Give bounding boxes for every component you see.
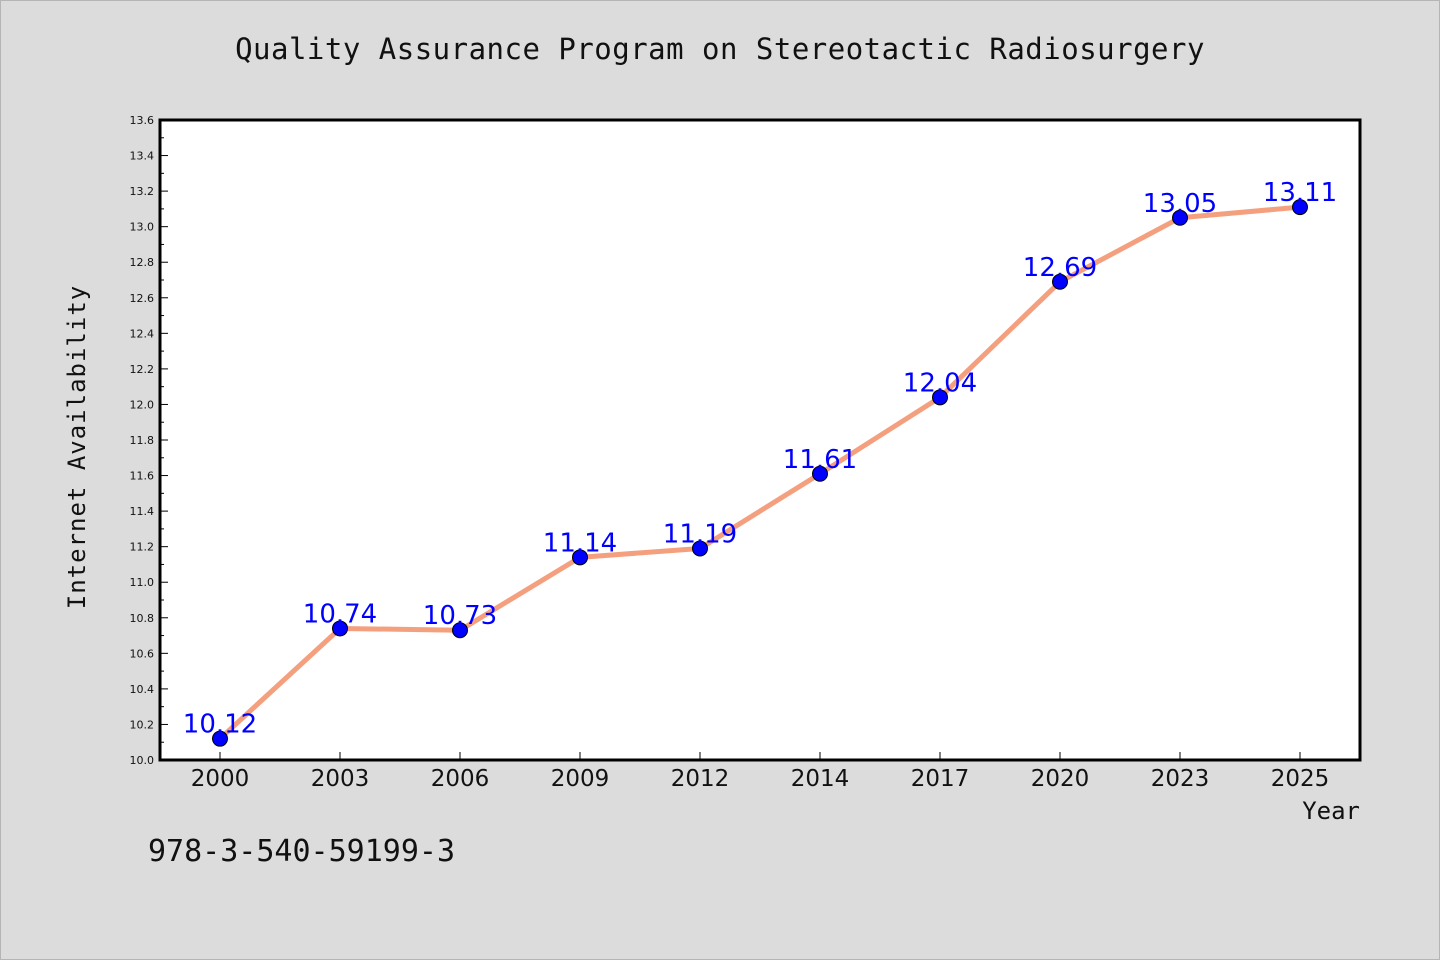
x-tick-label: 2025 bbox=[1271, 766, 1330, 792]
data-label: 13.05 bbox=[1143, 189, 1217, 219]
x-tick-label: 2012 bbox=[671, 766, 730, 792]
data-point bbox=[572, 549, 588, 566]
chart-title: Quality Assurance Program on Stereotacti… bbox=[235, 32, 1205, 66]
y-tick-label: 11.0 bbox=[130, 576, 155, 589]
data-label: 12.69 bbox=[1023, 253, 1097, 283]
y-tick-label: 12.2 bbox=[130, 363, 155, 376]
x-tick-label: 2009 bbox=[551, 766, 610, 792]
data-point bbox=[1172, 209, 1188, 226]
y-tick-label: 10.8 bbox=[130, 612, 155, 625]
y-tick-label: 10.0 bbox=[130, 754, 155, 767]
data-label: 10.73 bbox=[423, 601, 497, 631]
data-label: 10.74 bbox=[303, 599, 377, 629]
data-point bbox=[1292, 199, 1308, 216]
data-point bbox=[1052, 273, 1068, 290]
y-tick-label: 11.6 bbox=[130, 470, 155, 483]
data-label: 10.12 bbox=[183, 710, 257, 740]
data-point bbox=[212, 730, 228, 747]
x-tick-label: 2003 bbox=[311, 766, 370, 792]
data-label: 12.04 bbox=[903, 368, 977, 398]
y-tick-label: 12.8 bbox=[130, 256, 155, 269]
data-point bbox=[812, 465, 828, 482]
series-line bbox=[217, 204, 1303, 742]
data-label: 13.11 bbox=[1263, 178, 1337, 208]
y-tick-label: 12.0 bbox=[130, 398, 155, 411]
x-tick-label: 2017 bbox=[911, 766, 970, 792]
y-tick-label: 13.4 bbox=[130, 150, 155, 163]
x-axis-label: Year bbox=[1302, 797, 1360, 825]
y-tick-label: 13.6 bbox=[130, 114, 155, 127]
x-tick-label: 2006 bbox=[431, 766, 490, 792]
x-tick-label: 2014 bbox=[791, 766, 850, 792]
y-tick-label: 10.2 bbox=[130, 718, 155, 731]
y-tick-label: 11.8 bbox=[130, 434, 155, 447]
y-tick-label: 13.2 bbox=[130, 185, 155, 198]
x-tick-label: 2023 bbox=[1151, 766, 1210, 792]
data-label: 11.19 bbox=[663, 519, 737, 549]
y-tick-label: 11.4 bbox=[130, 505, 155, 518]
data-point bbox=[692, 540, 708, 557]
data-point bbox=[932, 389, 948, 406]
y-tick-label: 10.4 bbox=[130, 683, 155, 696]
y-tick-label: 13.0 bbox=[130, 221, 155, 234]
x-tick-label: 2000 bbox=[191, 766, 250, 792]
data-label: 11.61 bbox=[783, 445, 857, 475]
data-point bbox=[332, 620, 348, 637]
y-tick-label: 10.6 bbox=[130, 647, 155, 660]
data-point bbox=[452, 622, 468, 639]
data-label: 11.14 bbox=[543, 528, 617, 558]
y-tick-label: 12.6 bbox=[130, 292, 155, 305]
y-tick-label: 12.4 bbox=[130, 327, 155, 340]
isbn-footnote: 978-3-540-59199-3 bbox=[148, 834, 456, 869]
x-tick-label: 2020 bbox=[1031, 766, 1090, 792]
y-tick-label: 11.2 bbox=[130, 541, 155, 554]
